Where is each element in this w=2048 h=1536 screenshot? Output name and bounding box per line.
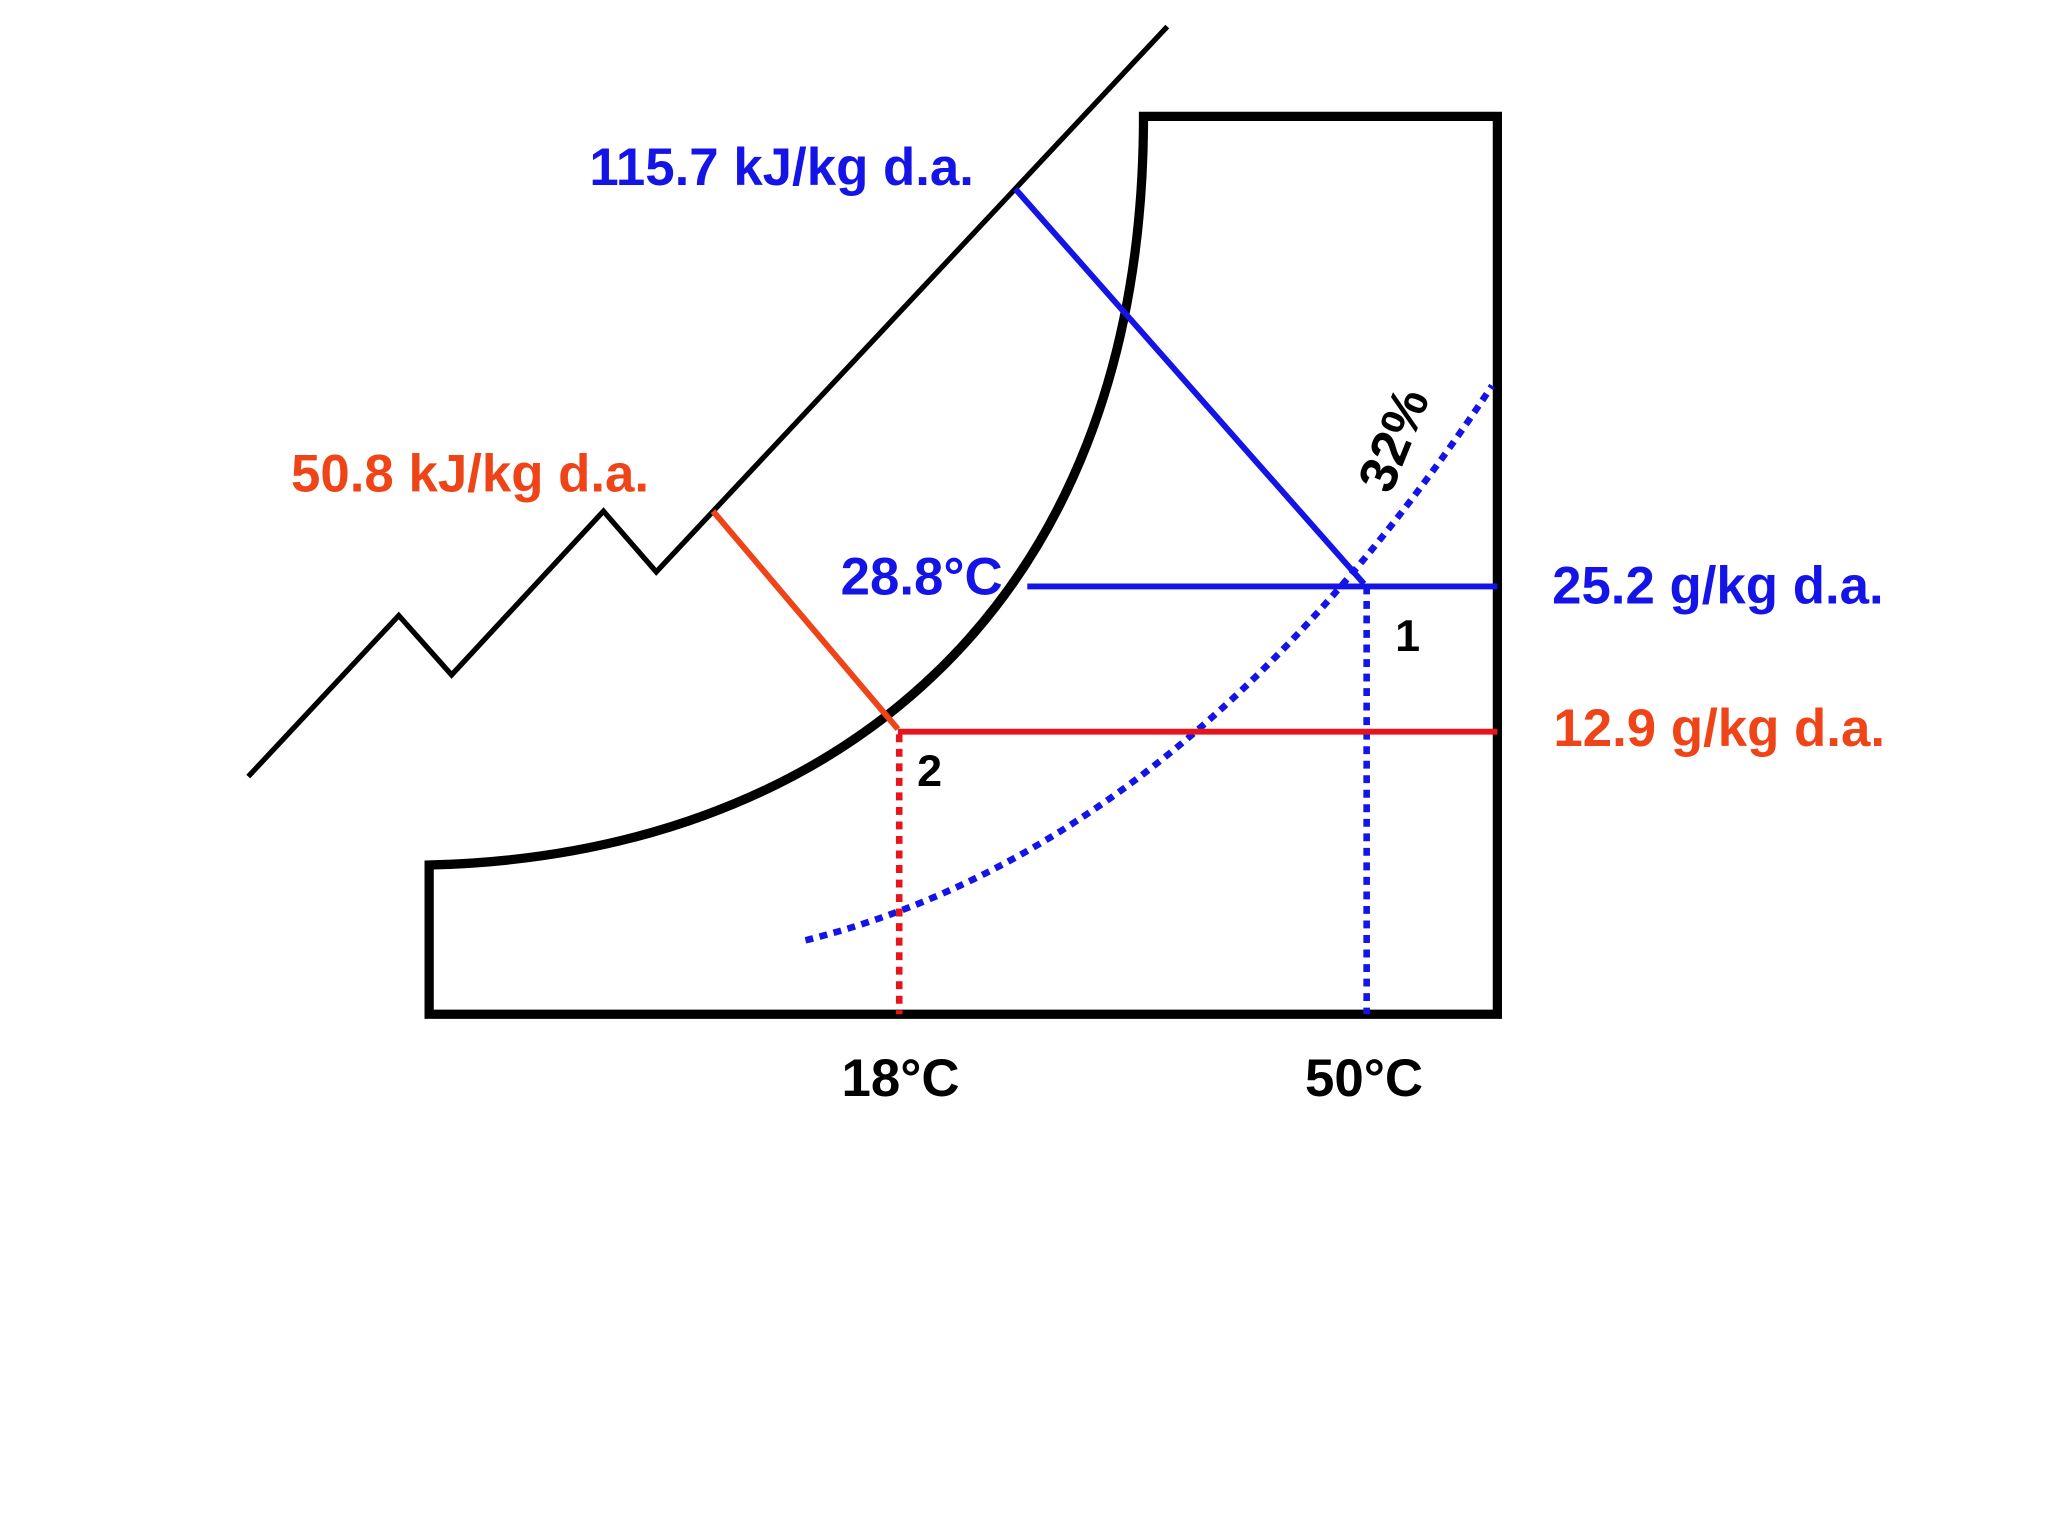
state-label: 2 bbox=[917, 745, 942, 796]
enthalpy-line-low bbox=[710, 509, 901, 731]
relative-humidity-curve bbox=[804, 383, 1495, 944]
chart-outline bbox=[424, 111, 1502, 1019]
dew-point-label: 28.8°C bbox=[841, 547, 1003, 606]
enthalpy-axis bbox=[246, 24, 1170, 779]
temperature-label: 50°C bbox=[1305, 1049, 1423, 1108]
state-label: 1 bbox=[1395, 610, 1420, 661]
enthalpy-label: 50.8 kJ/kg d.a. bbox=[291, 444, 649, 503]
humidity-label: 25.2 g/kg d.a. bbox=[1552, 557, 1884, 616]
humidity-label: 12.9 g/kg d.a. bbox=[1553, 699, 1885, 758]
temperature-label: 18°C bbox=[842, 1049, 960, 1108]
enthalpy-line-high bbox=[1013, 187, 1367, 586]
enthalpy-label: 115.7 kJ/kg d.a. bbox=[589, 138, 974, 197]
